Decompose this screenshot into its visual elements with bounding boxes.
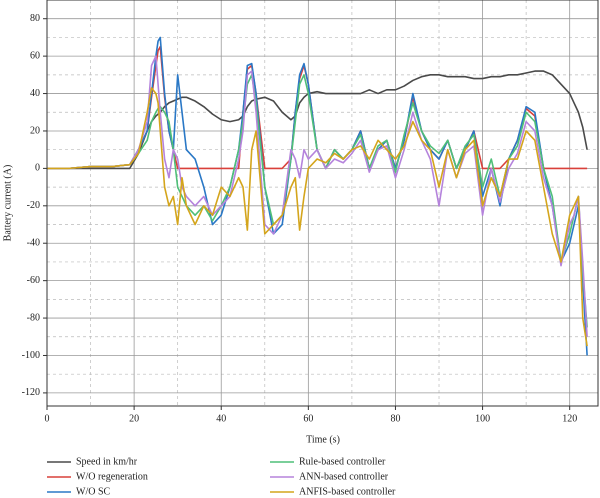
x-tick-label: 120 — [562, 413, 577, 424]
x-tick-label: 20 — [129, 413, 139, 424]
y-tick-label: 20 — [30, 125, 40, 136]
x-tick-label: 60 — [303, 413, 313, 424]
legend-label: Rule-based controller — [299, 456, 386, 467]
x-tick-label: 100 — [475, 413, 490, 424]
x-axis-label: Time (s) — [306, 434, 340, 445]
x-tick-label: 0 — [45, 413, 50, 424]
y-tick-label: -20 — [27, 200, 40, 211]
legend-label: ANFIS-based controller — [299, 486, 396, 497]
y-tick-label: -40 — [27, 238, 40, 249]
y-tick-label: 40 — [30, 88, 40, 99]
plot-area — [47, 0, 598, 406]
y-tick-label: -60 — [27, 275, 40, 286]
legend-label: ANN-based controller — [299, 471, 389, 482]
x-tick-label: 80 — [390, 413, 400, 424]
y-tick-label: 80 — [30, 13, 40, 24]
y-tick-label: -100 — [22, 350, 40, 361]
y-tick-label: -80 — [27, 312, 40, 323]
series-line — [47, 55, 588, 337]
legend-label: W/O regeneration — [76, 471, 148, 482]
series-line — [47, 87, 588, 347]
legend-label: Speed in km/hr — [76, 456, 138, 467]
y-axis-label: Battery current (A) — [2, 165, 13, 242]
plot-frame — [46, 0, 599, 407]
legend-label: W/O SC — [76, 486, 111, 497]
y-tick-label: -120 — [22, 387, 40, 398]
y-tick-label: 60 — [30, 50, 40, 61]
y-tick-label: 0 — [35, 163, 40, 174]
x-tick-label: 40 — [216, 413, 226, 424]
